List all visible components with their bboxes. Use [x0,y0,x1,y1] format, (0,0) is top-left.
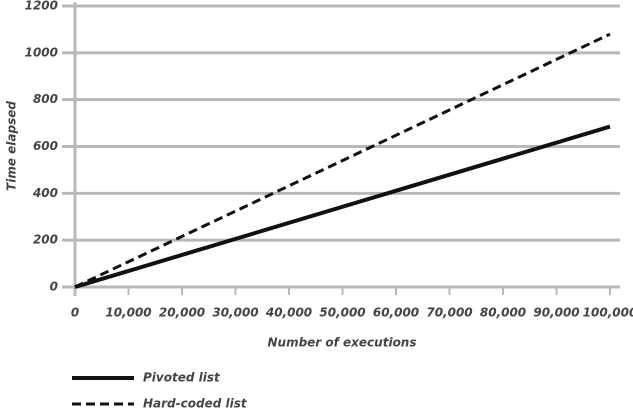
y-tick-label: 0 [50,280,58,294]
x-axis-label: Number of executions [267,336,416,350]
x-tick-label: 30,000 [212,306,258,320]
y-tick-label: 1200 [25,0,58,13]
x-tick-label: 80,000 [480,306,526,320]
x-tick-label: 40,000 [265,306,312,320]
y-tick-label: 400 [32,186,58,200]
y-tick-label: 800 [33,92,58,106]
y-tick-label: 600 [33,139,58,153]
x-tick-label: 10,000 [105,306,151,320]
legend-label: Hard-coded list [143,397,248,411]
x-tick-label: 20,000 [159,306,205,320]
x-tick-label: 0 [71,306,79,320]
y-tick-label: 200 [33,233,58,247]
x-tick-label: 90,000 [533,306,579,320]
x-tick-label: 70,000 [426,306,472,320]
x-tick-label: 50,000 [319,306,365,320]
y-axis-label: Time elapsed [5,101,19,191]
y-tick-label: 1000 [25,45,58,59]
x-tick-label: 60,000 [373,306,419,320]
line-series [74,32,611,289]
x-tick-label: 100,000 [583,306,633,320]
legend-label: Pivoted list [143,371,221,385]
line-series [74,124,611,289]
